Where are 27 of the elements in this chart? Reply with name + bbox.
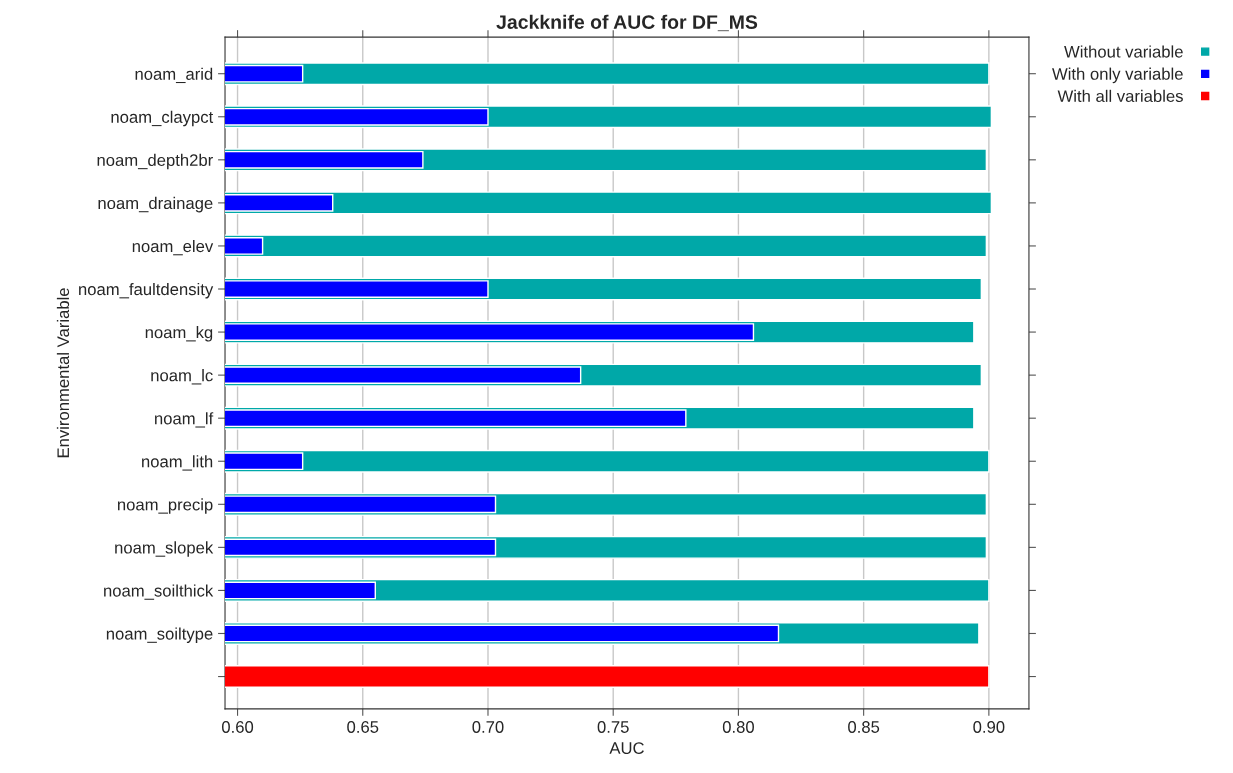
chart-title: Jackknife of AUC for DF_MS <box>496 14 758 32</box>
y-tick-label: noam_precip <box>117 498 213 514</box>
x-tick-label: 0.60 <box>221 721 254 733</box>
x-tick-label: 0.70 <box>472 721 504 733</box>
y-tick-label: noam_faultdensity <box>79 282 214 299</box>
x-tick-label: 0.65 <box>347 721 379 733</box>
x-axis-title: AUC <box>609 742 644 754</box>
x-tick-label: 0.85 <box>848 721 880 733</box>
y-tick-label: noam_claypct <box>111 110 214 127</box>
y-tick-label: noam_soiltype <box>106 627 213 643</box>
x-tick-label: 0.80 <box>722 721 754 733</box>
y-tick-label: noam_elev <box>132 239 214 256</box>
legend-label: With only variable <box>1052 67 1183 84</box>
y-axis-title: Environmental Variable <box>56 288 70 458</box>
x-tick-label: 0.75 <box>597 721 629 733</box>
y-tick-label: noam_drainage <box>98 196 213 213</box>
y-tick-label: noam_depth2br <box>97 153 213 170</box>
legend-label: Without variable <box>1064 45 1183 58</box>
y-tick-label: noam_lc <box>151 369 213 385</box>
y-tick-label: noam_slopek <box>115 541 214 557</box>
y-tick-label: noam_kg <box>145 326 213 342</box>
x-tick-label: 0.90 <box>973 721 1005 733</box>
y-tick-label: noam_soilthick <box>104 584 214 600</box>
y-tick-label: noam_arid <box>135 67 213 84</box>
legend-label: With all variables <box>1057 89 1183 103</box>
y-tick-label: noam_lf <box>155 412 214 428</box>
y-tick-label: noam_lith <box>142 455 213 471</box>
